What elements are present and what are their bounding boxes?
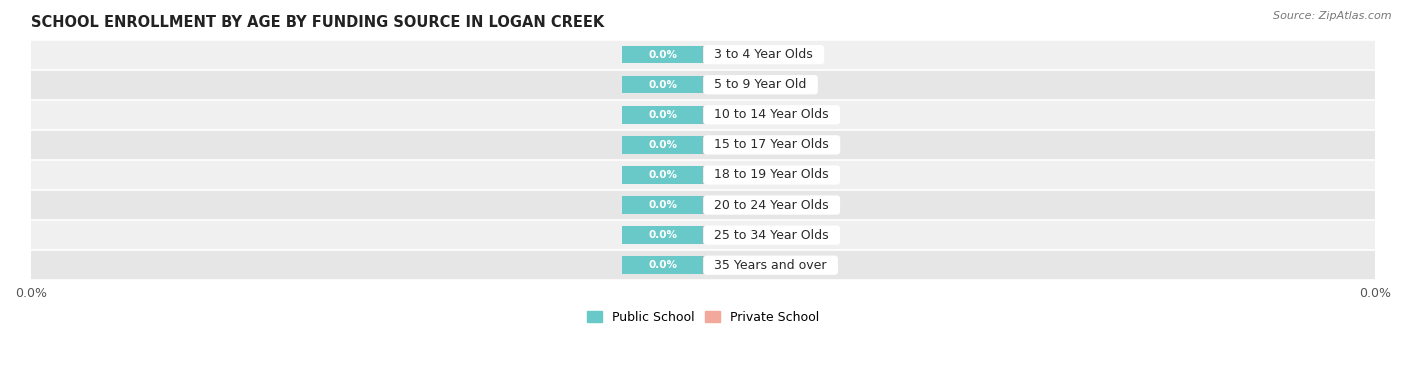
Text: 0.0%: 0.0% [648, 260, 678, 270]
Bar [623, 196, 703, 214]
Bar [703, 227, 744, 244]
Bar [703, 76, 744, 93]
Bar [623, 227, 703, 244]
Bar [703, 106, 744, 124]
Bar [703, 166, 744, 184]
Text: 0.0%: 0.0% [709, 110, 738, 120]
Text: 0.0%: 0.0% [709, 80, 738, 90]
Bar [703, 256, 744, 274]
Text: 0.0%: 0.0% [709, 230, 738, 240]
Bar [623, 256, 703, 274]
Text: 5 to 9 Year Old: 5 to 9 Year Old [706, 78, 814, 91]
Bar [0, 100, 1406, 130]
Bar [623, 46, 703, 63]
Bar [0, 70, 1406, 100]
Text: 0.0%: 0.0% [709, 200, 738, 210]
Text: 0.0%: 0.0% [709, 260, 738, 270]
Bar [0, 220, 1406, 250]
Text: 0.0%: 0.0% [648, 200, 678, 210]
Bar [0, 40, 1406, 70]
Bar [0, 160, 1406, 190]
Text: 20 to 24 Year Olds: 20 to 24 Year Olds [706, 199, 837, 211]
Bar [0, 250, 1406, 280]
Bar [703, 46, 744, 63]
Text: 18 to 19 Year Olds: 18 to 19 Year Olds [706, 169, 837, 181]
Text: 0.0%: 0.0% [648, 140, 678, 150]
Legend: Public School, Private School: Public School, Private School [582, 306, 824, 329]
Text: 0.0%: 0.0% [709, 140, 738, 150]
Text: Source: ZipAtlas.com: Source: ZipAtlas.com [1274, 11, 1392, 21]
Text: 15 to 17 Year Olds: 15 to 17 Year Olds [706, 138, 837, 152]
Bar [703, 136, 744, 153]
Bar [623, 136, 703, 153]
Bar [623, 76, 703, 93]
Text: SCHOOL ENROLLMENT BY AGE BY FUNDING SOURCE IN LOGAN CREEK: SCHOOL ENROLLMENT BY AGE BY FUNDING SOUR… [31, 15, 605, 30]
Text: 0.0%: 0.0% [709, 50, 738, 60]
Text: 0.0%: 0.0% [648, 230, 678, 240]
Text: 0.0%: 0.0% [648, 170, 678, 180]
Text: 10 to 14 Year Olds: 10 to 14 Year Olds [706, 108, 837, 121]
Bar [0, 130, 1406, 160]
Bar [0, 190, 1406, 220]
Text: 25 to 34 Year Olds: 25 to 34 Year Olds [706, 228, 837, 242]
Text: 0.0%: 0.0% [648, 50, 678, 60]
Text: 3 to 4 Year Olds: 3 to 4 Year Olds [706, 48, 821, 61]
Text: 0.0%: 0.0% [648, 80, 678, 90]
Bar [623, 166, 703, 184]
Bar [703, 196, 744, 214]
Text: 0.0%: 0.0% [648, 110, 678, 120]
Text: 35 Years and over: 35 Years and over [706, 259, 835, 272]
Bar [623, 106, 703, 124]
Text: 0.0%: 0.0% [709, 170, 738, 180]
